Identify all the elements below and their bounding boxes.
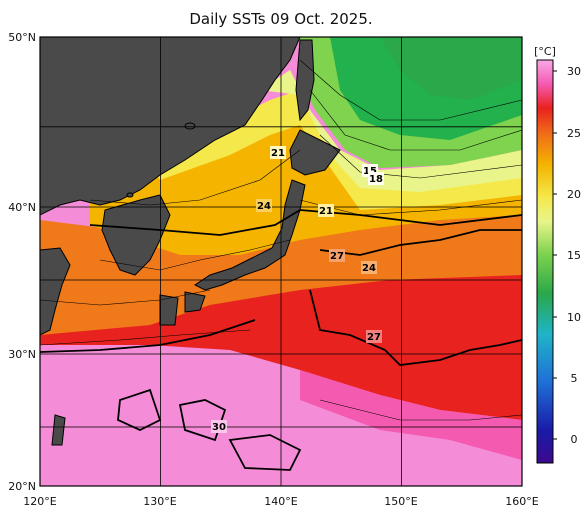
lon-tick-160: 160°E [505,495,538,508]
isotherms [40,59,522,421]
contour-labels: 21 15 18 24 21 27 24 27 30 [211,146,384,433]
colorbar-tick-20: 20 [567,188,581,201]
map-frame [39,36,523,487]
colorbar-unit: [°C] [534,45,556,58]
sst-field [40,37,522,486]
contour-label-21b: 21 [319,206,333,217]
lat-tick-50: 50°N [8,31,36,44]
colorbar-tick-5: 5 [571,372,578,385]
contour-label-27b: 27 [367,332,381,343]
colorbar: [°C] 30 25 20 15 10 5 0 [534,45,581,464]
lat-tick-20: 20°N [8,480,36,493]
graticule [40,37,522,486]
colorbar-tick-0: 0 [571,433,578,446]
lat-tick-30: 30°N [8,348,36,361]
land [40,37,341,446]
contour-label-30: 30 [212,422,226,433]
lon-tick-150: 150°E [384,495,417,508]
contour-label-21a: 21 [271,148,285,159]
colorbar-tick-15: 15 [567,249,581,262]
contour-label-24a: 24 [257,201,271,212]
lat-axis: 50°N 40°N 30°N 20°N [8,31,36,493]
colorbar-ramp [536,59,554,464]
lat-tick-40: 40°N [8,201,36,214]
lon-tick-130: 130°E [143,495,176,508]
colorbar-tick-30: 30 [567,65,581,78]
colorbar-tick-25: 25 [567,127,581,140]
colorbar-tick-10: 10 [567,311,581,324]
lon-tick-140: 140°E [264,495,297,508]
contour-label-24b: 24 [362,263,376,274]
lon-tick-120: 120°E [23,495,56,508]
map-title: Daily SSTs 09 Oct. 2025. [189,10,373,28]
contour-label-27a: 27 [330,251,344,262]
lon-axis: 120°E 130°E 140°E 150°E 160°E [23,495,538,508]
contour-label-15: 15 [363,166,377,177]
contour-label-18: 18 [369,174,383,185]
